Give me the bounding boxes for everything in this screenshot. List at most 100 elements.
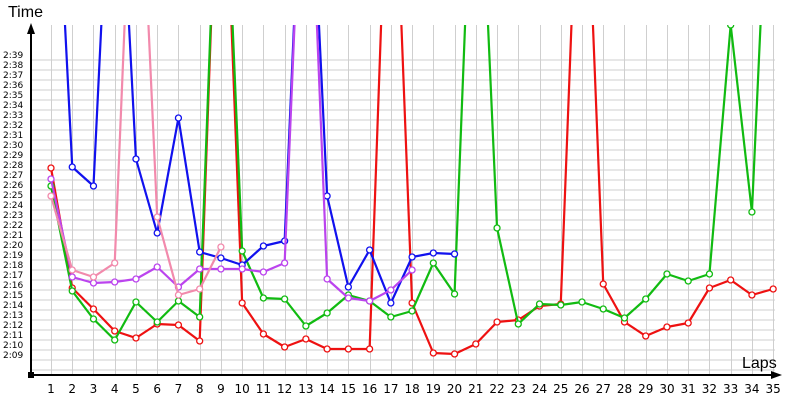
x-tick-label: 30 xyxy=(659,382,674,396)
y-tick-label: 2:16 xyxy=(3,281,23,291)
data-point xyxy=(89,273,98,281)
y-tick-label: 2:15 xyxy=(3,291,23,301)
data-point xyxy=(111,278,119,286)
data-point xyxy=(89,315,98,323)
data-point xyxy=(196,337,204,345)
data-point xyxy=(238,265,246,273)
data-point xyxy=(408,307,416,315)
data-point xyxy=(599,280,607,288)
x-tick-label: 21 xyxy=(468,382,483,396)
y-axis-title: Time xyxy=(8,4,43,21)
data-point xyxy=(429,349,437,357)
data-point xyxy=(68,266,76,274)
data-point xyxy=(663,270,671,278)
x-tick-label: 4 xyxy=(111,382,119,396)
data-point xyxy=(153,263,161,271)
series-lines xyxy=(47,25,777,358)
y-tick-label: 2:22 xyxy=(3,221,23,231)
x-tick-label: 19 xyxy=(426,382,441,396)
x-tick-label: 26 xyxy=(574,382,589,396)
data-point xyxy=(387,299,395,307)
data-point xyxy=(387,313,395,321)
data-point xyxy=(599,305,607,313)
series-blue xyxy=(63,25,459,307)
y-tick-label: 2:34 xyxy=(3,101,23,111)
y-tick-label: 2:32 xyxy=(3,121,23,131)
y-tick-label: 2:38 xyxy=(3,61,23,71)
x-tick-label: 15 xyxy=(341,382,356,396)
y-tick-label: 2:10 xyxy=(3,341,23,351)
series-green xyxy=(47,25,762,344)
series-line xyxy=(63,25,455,305)
data-point xyxy=(620,314,629,322)
data-point xyxy=(174,321,183,329)
data-point xyxy=(259,294,268,302)
data-point xyxy=(196,313,204,321)
y-tick-label: 2:33 xyxy=(3,111,23,121)
data-point xyxy=(68,273,76,281)
x-tick-label: 18 xyxy=(404,382,419,396)
data-point xyxy=(642,295,650,303)
y-tick-label: 2:27 xyxy=(3,171,23,181)
y-tick-label: 2:31 xyxy=(3,131,23,141)
data-point xyxy=(89,279,98,287)
data-point xyxy=(174,114,183,122)
data-point xyxy=(174,291,183,299)
data-point xyxy=(429,249,437,257)
y-tick-label: 2:36 xyxy=(3,81,23,91)
data-point xyxy=(196,285,204,293)
data-point xyxy=(684,319,692,327)
data-point xyxy=(196,265,204,273)
data-point xyxy=(408,266,416,274)
x-tick-label: 28 xyxy=(617,382,632,396)
x-tick-label: 34 xyxy=(744,382,759,396)
x-tick-label: 1 xyxy=(47,382,55,396)
data-point xyxy=(47,175,55,183)
data-point xyxy=(557,301,565,309)
data-point xyxy=(302,322,310,330)
data-point xyxy=(238,247,246,255)
data-point xyxy=(89,182,98,190)
y-tick-label: 2:09 xyxy=(3,351,23,361)
data-point xyxy=(47,192,55,200)
series-purple xyxy=(47,25,416,305)
y-axis-arrow-icon xyxy=(27,23,35,34)
x-axis-title: Laps xyxy=(742,355,777,372)
y-tick-label: 2:29 xyxy=(3,151,23,161)
x-tick-label: 12 xyxy=(277,382,292,396)
x-tick-label: 31 xyxy=(681,382,696,396)
data-point xyxy=(344,294,353,302)
data-point xyxy=(259,268,268,276)
x-tick-label: 5 xyxy=(132,382,140,396)
x-tick-label: 22 xyxy=(489,382,504,396)
y-tick-label: 2:23 xyxy=(3,211,23,221)
y-tick-label: 2:26 xyxy=(3,181,23,191)
data-point xyxy=(472,340,480,348)
x-tick-label: 13 xyxy=(298,382,313,396)
data-point xyxy=(111,259,119,267)
data-point xyxy=(280,295,289,303)
data-point xyxy=(727,25,735,29)
data-point xyxy=(68,287,76,295)
data-point xyxy=(642,332,650,340)
y-tick-label: 2:30 xyxy=(3,141,23,151)
data-point xyxy=(153,229,161,237)
data-point xyxy=(259,242,268,250)
x-tick-label: 9 xyxy=(217,382,225,396)
x-tick-label: 29 xyxy=(638,382,653,396)
data-point xyxy=(769,285,777,293)
x-tick-label: 8 xyxy=(196,382,204,396)
x-tick-label: 24 xyxy=(532,382,547,396)
y-tick-label: 2:14 xyxy=(3,301,23,311)
data-point xyxy=(705,270,714,278)
x-tick-label: 14 xyxy=(319,382,334,396)
x-tick-label: 11 xyxy=(256,382,271,396)
data-point xyxy=(578,298,586,306)
data-point xyxy=(132,275,140,283)
data-point xyxy=(89,305,98,313)
y-tick-label: 2:20 xyxy=(3,241,23,251)
x-tick-label: 32 xyxy=(702,382,717,396)
data-point xyxy=(663,323,671,331)
data-point xyxy=(429,259,437,267)
x-tick-label: 20 xyxy=(447,382,462,396)
